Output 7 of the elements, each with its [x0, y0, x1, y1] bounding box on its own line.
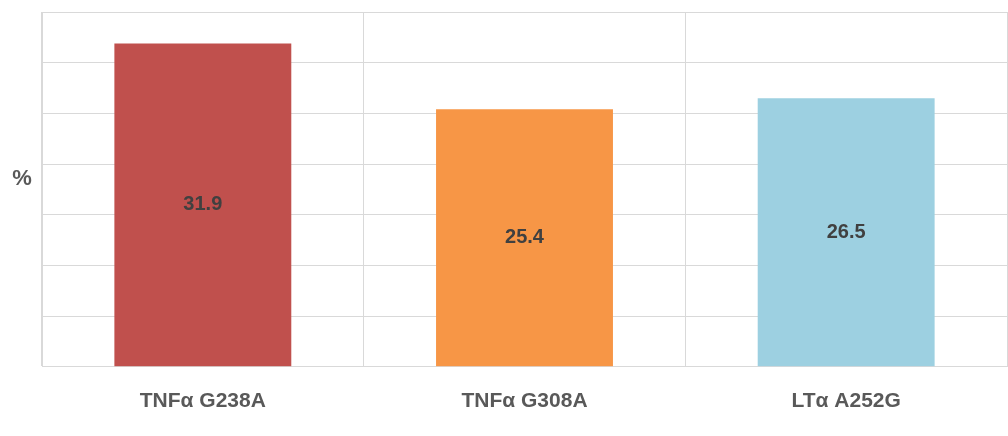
y-axis-title: % — [12, 165, 32, 191]
data-label: 31.9 — [183, 192, 223, 215]
data-label: 26.5 — [826, 219, 866, 242]
x-tick-label: TNFα G238A — [139, 388, 266, 412]
x-tick-label: LTα A252G — [791, 388, 901, 412]
x-tick-label: TNFα G308A — [461, 388, 588, 412]
data-label: 25.4 — [505, 225, 545, 248]
